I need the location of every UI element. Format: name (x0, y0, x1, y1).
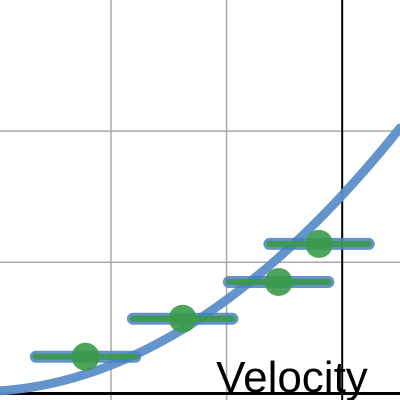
x-axis-label: Velocity (216, 353, 368, 400)
data-point-group (222, 267, 335, 296)
data-point-group (263, 229, 375, 258)
data-point (264, 267, 293, 296)
data-point (168, 304, 197, 333)
data-point-group (126, 304, 239, 333)
data-point (71, 342, 100, 371)
data-point (305, 229, 334, 258)
data-points-layer (29, 229, 375, 371)
data-point-group (29, 342, 142, 371)
